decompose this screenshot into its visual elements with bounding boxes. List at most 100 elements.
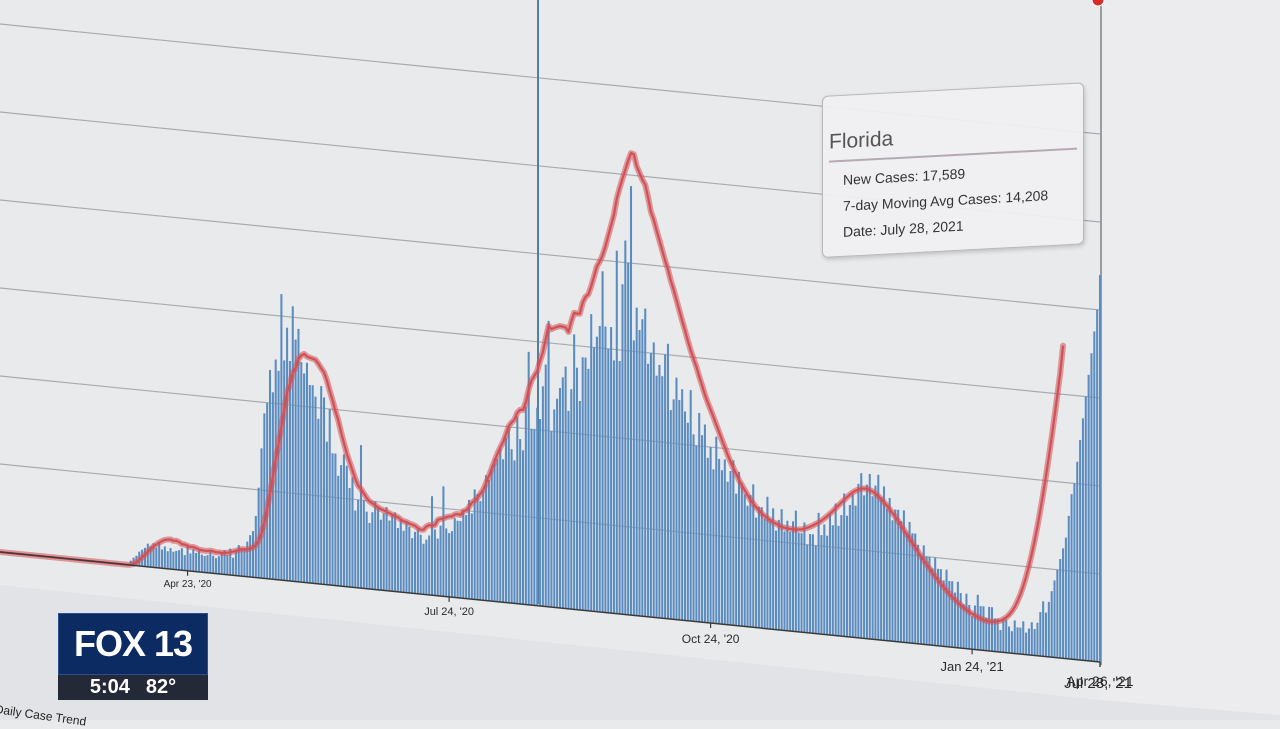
hover-marker-group bbox=[1092, 0, 1105, 7]
case-bar bbox=[149, 546, 152, 568]
case-bar bbox=[635, 307, 638, 616]
case-bar bbox=[251, 531, 254, 578]
case-bar bbox=[493, 458, 496, 602]
case-bar bbox=[618, 360, 621, 614]
case-bar bbox=[510, 449, 513, 604]
case-bar bbox=[456, 520, 459, 598]
case-bar bbox=[269, 370, 272, 579]
case-bar bbox=[229, 548, 232, 576]
case-bar bbox=[968, 604, 971, 649]
x-tick-label: Jan 24, '21 bbox=[940, 659, 1003, 674]
case-bar bbox=[922, 545, 925, 645]
case-bar bbox=[769, 519, 772, 630]
case-bar bbox=[351, 477, 354, 588]
case-bar bbox=[305, 362, 308, 583]
case-bar bbox=[152, 543, 155, 568]
case-bar bbox=[990, 607, 994, 652]
case-bar bbox=[527, 351, 530, 605]
case-bar bbox=[479, 501, 482, 601]
case-bar bbox=[436, 538, 439, 596]
case-bar bbox=[163, 546, 166, 569]
case-bar bbox=[490, 469, 493, 602]
case-bar bbox=[817, 512, 820, 634]
case-bar bbox=[868, 473, 871, 639]
case-bar bbox=[746, 505, 749, 627]
case-bar bbox=[928, 556, 931, 645]
case-bar bbox=[919, 556, 922, 645]
case-bar bbox=[999, 630, 1002, 653]
case-bar bbox=[871, 496, 874, 640]
case-bar bbox=[249, 535, 252, 578]
case-bar bbox=[894, 509, 897, 642]
case-bar bbox=[985, 617, 988, 651]
case-bar bbox=[206, 555, 209, 573]
case-bar bbox=[504, 437, 507, 603]
case-bar bbox=[507, 426, 510, 603]
case-bar bbox=[294, 339, 297, 582]
case-bar bbox=[723, 459, 726, 625]
case-bar bbox=[1096, 309, 1099, 662]
case-bar bbox=[712, 469, 715, 624]
case-bar bbox=[820, 535, 823, 635]
case-bar bbox=[470, 513, 473, 600]
case-bar bbox=[931, 568, 934, 646]
case-bar bbox=[831, 525, 834, 636]
case-bar bbox=[277, 370, 280, 580]
case-bar bbox=[433, 529, 436, 596]
case-bar bbox=[558, 387, 561, 608]
case-bar bbox=[783, 531, 786, 631]
case-bar bbox=[442, 486, 445, 597]
case-bar bbox=[266, 402, 269, 579]
case-bar bbox=[809, 534, 812, 634]
case-bar bbox=[399, 519, 402, 593]
tooltip-date: Date: July 28, 2021 bbox=[843, 217, 964, 240]
case-bar bbox=[774, 530, 777, 630]
case-bar bbox=[615, 250, 618, 614]
case-bar bbox=[757, 506, 760, 628]
case-bar bbox=[220, 552, 223, 575]
case-bar bbox=[439, 525, 442, 597]
case-bar bbox=[234, 551, 237, 576]
case-bar bbox=[396, 527, 399, 592]
case-bar bbox=[405, 522, 408, 593]
case-bar bbox=[291, 306, 294, 582]
case-bar bbox=[672, 399, 675, 620]
case-bar bbox=[911, 533, 914, 644]
case-bar bbox=[524, 406, 527, 605]
case-bar bbox=[325, 441, 328, 585]
case-bar bbox=[371, 512, 374, 590]
case-bar bbox=[683, 411, 687, 621]
case-bar bbox=[1073, 483, 1076, 660]
case-bar bbox=[476, 494, 479, 600]
station-logo: FOX 13 bbox=[58, 613, 208, 675]
case-bar bbox=[942, 580, 945, 647]
case-bar bbox=[828, 514, 831, 635]
case-bar bbox=[416, 527, 419, 594]
case-bar bbox=[629, 186, 633, 616]
case-bar bbox=[183, 555, 186, 571]
case-bar bbox=[473, 489, 476, 600]
case-bar bbox=[209, 552, 212, 574]
case-bar bbox=[621, 284, 624, 615]
case-bar bbox=[166, 551, 169, 569]
case-bar bbox=[180, 548, 183, 571]
case-bar bbox=[311, 385, 314, 584]
case-bar bbox=[320, 386, 323, 585]
case-bar bbox=[851, 494, 854, 638]
case-bar bbox=[624, 240, 627, 615]
case-bar bbox=[612, 360, 615, 614]
case-bar bbox=[402, 530, 405, 593]
lower-panel bbox=[0, 585, 1280, 720]
x-axis-line bbox=[0, 551, 1101, 663]
case-bar bbox=[1062, 548, 1065, 659]
case-bar bbox=[564, 366, 567, 609]
case-bar bbox=[584, 357, 587, 611]
case-bar bbox=[368, 522, 371, 589]
case-bar bbox=[388, 520, 391, 591]
x-tick-label: Jul 24, '20 bbox=[424, 606, 474, 618]
case-bar bbox=[627, 262, 630, 615]
case-bar bbox=[1044, 612, 1048, 657]
case-bar bbox=[794, 510, 797, 632]
